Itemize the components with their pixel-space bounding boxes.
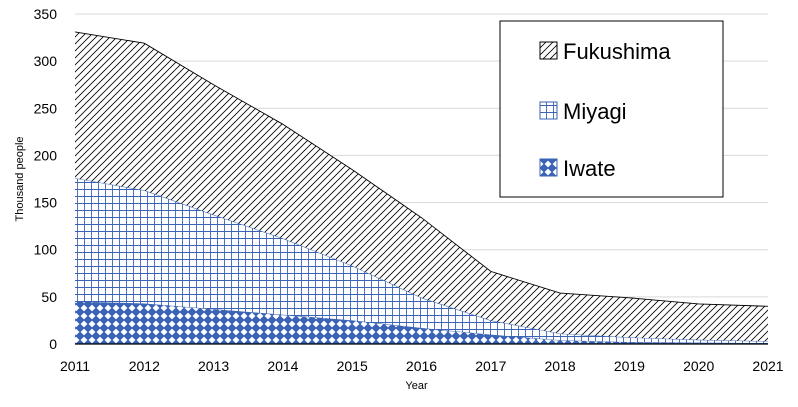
legend-swatch-miyagi: [539, 101, 558, 120]
x-tick-label: 2020: [683, 358, 714, 374]
area-edge-fukushima: [74, 31, 769, 307]
y-tick-label: 50: [41, 289, 57, 305]
legend-label-fukushima: Fukushima: [563, 39, 671, 64]
x-tick-label: 2017: [475, 358, 506, 374]
legend-swatch-iwate: [539, 158, 558, 177]
x-tick-label: 2016: [406, 358, 437, 374]
legend-label-miyagi: Miyagi: [563, 99, 627, 124]
legend-swatch-fukushima: [539, 41, 558, 60]
legend-label-iwate: Iwate: [563, 156, 616, 181]
x-tick-label: 2018: [545, 358, 576, 374]
area-series: [74, 31, 769, 344]
area-miyagi: [75, 178, 768, 344]
x-tick-label: 2014: [267, 358, 298, 374]
y-tick-label: 100: [34, 242, 58, 258]
y-axis-title: Thousand people: [14, 136, 26, 221]
y-tick-label: 0: [49, 336, 57, 352]
x-tick-label: 2015: [337, 358, 368, 374]
x-tick-label: 2019: [614, 358, 645, 374]
y-tick-label: 300: [34, 53, 58, 69]
legend-box: [499, 20, 724, 198]
x-tick-label: 2013: [198, 358, 229, 374]
y-tick-label: 150: [34, 195, 58, 211]
area-fukushima: [75, 31, 768, 342]
y-tick-label: 250: [34, 100, 58, 116]
x-tick-label: 2012: [129, 358, 160, 374]
x-tick-label: 2011: [60, 358, 90, 374]
axes: 0 50 100 150 200 250 300 350 2011 2012 2013 2014 201…: [14, 6, 784, 392]
legend: Fukushima Miyagi Iwate: [499, 20, 724, 198]
y-tick-label: 350: [34, 6, 58, 22]
y-tick-label: 200: [34, 147, 58, 163]
x-tick-label: 2021: [752, 358, 783, 374]
x-axis-title: Year: [405, 380, 428, 392]
